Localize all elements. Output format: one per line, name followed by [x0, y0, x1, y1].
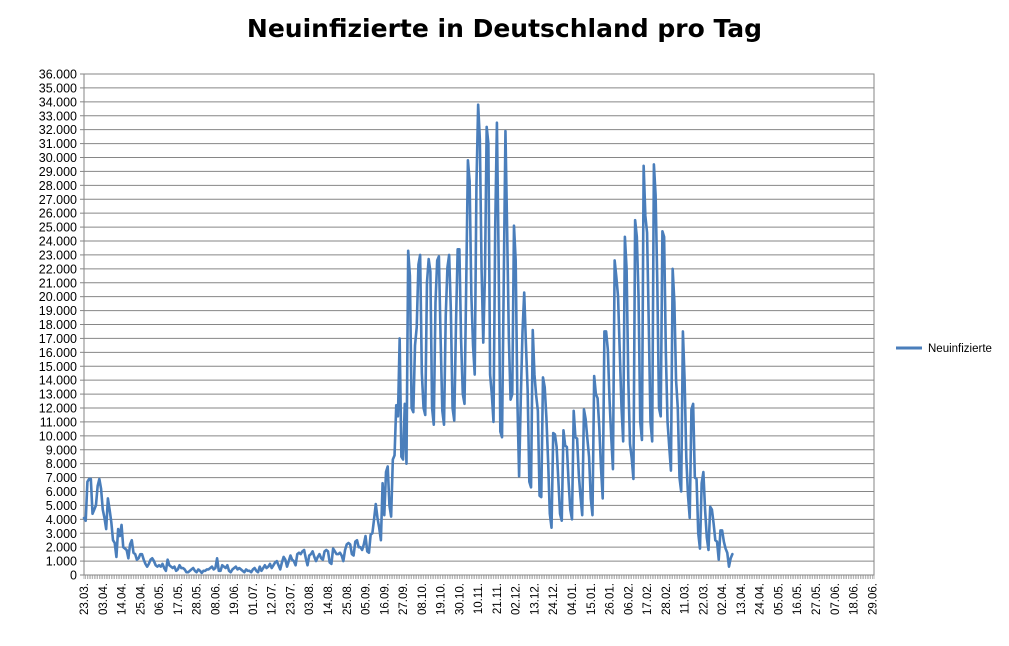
axes	[80, 73, 875, 579]
x-tick-label: 14.08.	[323, 583, 335, 615]
y-tick-label: 25.000	[39, 221, 77, 235]
y-tick-label: 19.000	[39, 304, 77, 318]
x-tick-label: 18.06.	[849, 583, 861, 615]
y-tick-label: 18.000	[39, 318, 77, 332]
y-tick-label: 9.000	[46, 443, 77, 457]
x-tick-label: 06.05.	[154, 583, 166, 615]
x-axis-tick-labels: 23.03. 03.04. 14.04. 25.04. 06.05. 17.05. 28.0…	[79, 583, 879, 615]
x-tick-label: 19.06.	[229, 583, 241, 615]
x-tick-label: 26.01.	[605, 583, 617, 615]
x-tick-label: 16.05.	[792, 583, 804, 615]
y-tick-label: 26.000	[39, 207, 77, 221]
y-tick-label: 35.000	[39, 81, 77, 95]
y-tick-label: 6.000	[46, 485, 77, 499]
x-tick-label: 16.09.	[379, 583, 391, 615]
x-tick-label: 13.04.	[736, 583, 748, 615]
x-tick-label: 03.08.	[304, 583, 316, 615]
x-tick-label: 29.06.	[867, 583, 879, 615]
x-tick-label: 17.02.	[642, 583, 654, 615]
x-tick-label: 24.04.	[755, 583, 767, 615]
y-tick-label: 12.000	[39, 402, 77, 416]
x-tick-label: 28.02.	[661, 583, 673, 615]
x-tick-label: 23.03.	[79, 583, 91, 615]
y-tick-label: 5.000	[46, 499, 77, 513]
x-tick-label: 25.08.	[342, 583, 354, 615]
y-tick-label: 13.000	[39, 388, 77, 402]
y-tick-label: 29.000	[39, 165, 77, 179]
y-tick-label: 30.000	[39, 151, 77, 165]
x-tick-label: 15.01.	[586, 583, 598, 615]
y-tick-label: 28.000	[39, 179, 77, 193]
x-tick-label: 23.07.	[285, 583, 297, 615]
x-tick-label: 11.03.	[680, 583, 692, 614]
y-tick-label: 20.000	[39, 290, 77, 304]
gridlines	[84, 73, 874, 576]
y-tick-label: 15.000	[39, 360, 77, 374]
x-tick-label: 08.10.	[417, 583, 429, 615]
x-tick-label: 06.02.	[623, 583, 635, 615]
legend: Neuinfizierte	[896, 343, 992, 355]
y-tick-label: 8.000	[46, 457, 77, 471]
x-tick-label: 27.09.	[398, 583, 410, 615]
x-tick-label: 05.05.	[773, 583, 785, 615]
y-tick-label: 22.000	[39, 262, 77, 276]
y-tick-label: 34.000	[39, 95, 77, 109]
series-line-neuinfizierte	[82, 103, 734, 575]
x-tick-label: 13.12.	[529, 583, 541, 615]
x-tick-label: 27.05.	[811, 583, 823, 615]
x-tick-label: 07.06.	[830, 583, 842, 615]
x-tick-label: 10.11.	[473, 583, 485, 614]
chart-title: Neuinfizierte in Deutschland pro Tag	[246, 14, 763, 43]
y-tick-label: 31.000	[39, 137, 77, 151]
y-tick-label: 24.000	[39, 235, 77, 249]
y-tick-label: 16.000	[39, 346, 77, 360]
x-tick-label: 22.03.	[698, 583, 710, 615]
y-tick-label: 17.000	[39, 332, 77, 346]
x-tick-label: 02.04.	[717, 583, 729, 615]
x-tick-label: 12.07.	[267, 583, 279, 615]
y-tick-label: 2.000	[46, 541, 77, 555]
x-tick-label: 24.12.	[548, 583, 560, 615]
x-tick-label: 04.01.	[567, 583, 579, 615]
y-tick-label: 14.000	[39, 374, 77, 388]
x-tick-label: 17.05.	[173, 583, 185, 615]
series-layer	[82, 103, 734, 575]
y-tick-label: 32.000	[39, 123, 77, 137]
legend-label: Neuinfizierte	[928, 343, 992, 355]
x-tick-label: 19.10.	[436, 583, 448, 615]
x-tick-label: 25.04.	[135, 583, 147, 615]
x-tick-label: 28.05.	[192, 583, 204, 615]
y-tick-label: 4.000	[46, 513, 77, 527]
y-tick-label: 0	[70, 569, 77, 583]
y-axis-tick-labels: 01.0002.0003.0004.0005.0006.0007.0008.00…	[39, 68, 77, 583]
x-tick-label: 21.11.	[492, 583, 504, 614]
x-tick-label: 01.07.	[248, 583, 260, 615]
plot-area-border	[83, 73, 875, 576]
y-tick-label: 33.000	[39, 109, 77, 123]
x-tick-label: 03.04.	[98, 583, 110, 615]
y-tick-label: 21.000	[39, 276, 77, 290]
x-tick-label: 08.06.	[210, 583, 222, 615]
y-tick-label: 27.000	[39, 193, 77, 207]
x-tick-label: 05.09.	[361, 583, 373, 615]
y-tick-label: 10.000	[39, 429, 77, 443]
y-tick-label: 36.000	[39, 68, 77, 82]
y-tick-label: 3.000	[46, 527, 77, 541]
y-tick-label: 1.000	[46, 555, 77, 569]
y-tick-label: 23.000	[39, 248, 77, 262]
x-tick-label: 30.10.	[454, 583, 466, 615]
y-tick-label: 7.000	[46, 471, 77, 485]
y-tick-label: 11.000	[40, 415, 77, 429]
x-tick-label: 02.12.	[511, 583, 523, 615]
x-tick-label: 14.04.	[117, 583, 129, 615]
